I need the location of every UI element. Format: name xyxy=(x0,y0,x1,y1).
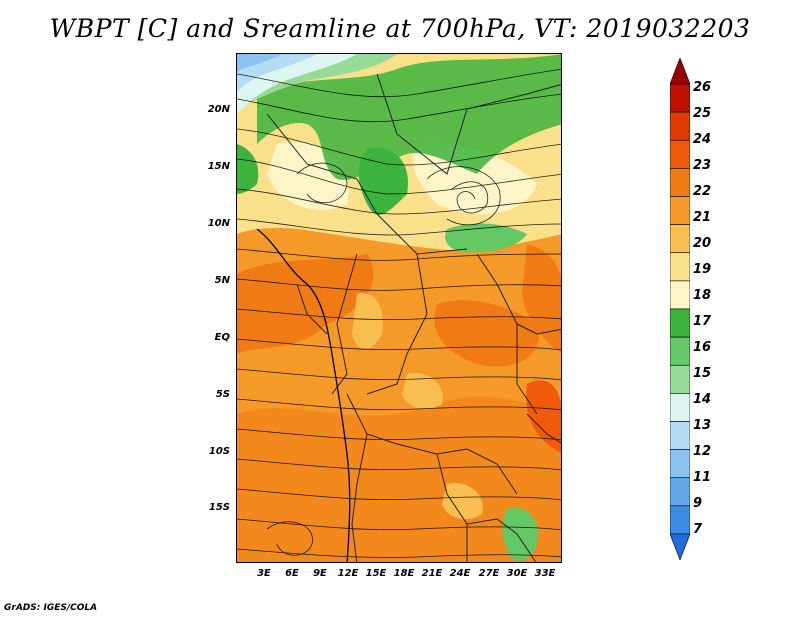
field-light-3 xyxy=(442,483,483,520)
field-light-2 xyxy=(402,373,443,410)
field-hot-east2 xyxy=(522,244,561,353)
coastline xyxy=(256,228,351,562)
colorbar-label: 12 xyxy=(693,444,712,459)
field-green-lake xyxy=(445,223,527,253)
colorbar-label: 14 xyxy=(693,392,712,407)
map-panel xyxy=(236,53,562,563)
colorbar-label: 13 xyxy=(693,418,712,433)
lon-label: 30E xyxy=(506,568,528,579)
colorbar-cell xyxy=(670,308,690,338)
lat-label: 5S xyxy=(215,389,230,400)
colorbar-label: 7 xyxy=(693,522,703,537)
field-light-1 xyxy=(352,293,383,349)
colorbar-label: 25 xyxy=(693,106,712,121)
colorbar-cell xyxy=(670,505,690,535)
lat-label: 15N xyxy=(207,161,230,172)
colorbar-cell xyxy=(670,83,690,113)
lon-label: 33E xyxy=(534,568,556,579)
colorbar-cell xyxy=(670,364,690,394)
lat-label: 10N xyxy=(207,218,230,229)
lon-label: 9E xyxy=(313,568,327,579)
colorbar-cell xyxy=(670,196,690,225)
colorbar xyxy=(670,58,690,560)
field-south-orange xyxy=(237,396,561,562)
lat-label: 15S xyxy=(208,502,230,513)
field-hot-se xyxy=(526,380,561,453)
lon-label: 24E xyxy=(449,568,471,579)
colorbar-cell xyxy=(670,477,690,507)
colorbar-label: 19 xyxy=(693,262,712,277)
colorbar-cell xyxy=(670,111,690,141)
colorbar-label: 18 xyxy=(693,288,712,303)
colorbar-label: 15 xyxy=(693,366,712,381)
lat-label: 5N xyxy=(214,275,230,286)
colorbar-cell xyxy=(670,393,690,422)
colorbar-cell xyxy=(670,421,690,450)
lon-label: 3E xyxy=(257,568,271,579)
map-canvas xyxy=(237,54,561,562)
lat-label: 10S xyxy=(208,446,230,457)
field-hot-west xyxy=(237,254,374,354)
lon-label: 15E xyxy=(365,568,387,579)
colorbar-cell xyxy=(670,280,690,310)
colorbar-cell xyxy=(670,139,690,169)
colorbar-label: 24 xyxy=(693,132,712,147)
colorbar-label: 11 xyxy=(693,470,712,485)
colorbar-label: 9 xyxy=(693,496,703,511)
lon-label: 18E xyxy=(393,568,415,579)
streamlines xyxy=(237,68,561,558)
field-blue2 xyxy=(237,54,282,72)
field-green-se xyxy=(502,508,538,561)
colorbar-label: 16 xyxy=(693,340,712,355)
field-pale-2 xyxy=(413,143,537,215)
colorbar-label: 22 xyxy=(693,184,712,199)
lon-label: 27E xyxy=(478,568,500,579)
colorbar-label: 17 xyxy=(693,314,712,329)
colorbar-label: 23 xyxy=(693,158,712,173)
lat-label: 20N xyxy=(207,104,230,115)
colorbar-label: 20 xyxy=(693,236,712,251)
lat-label: EQ xyxy=(214,332,230,343)
colorbar-label: 21 xyxy=(693,210,712,225)
colorbar-cell xyxy=(670,168,690,197)
lon-label: 12E xyxy=(337,568,359,579)
colorbar-cell xyxy=(670,58,690,85)
colorbar-cell xyxy=(670,533,690,560)
country-borders xyxy=(266,73,561,562)
lon-label: 21E xyxy=(421,568,443,579)
chart-title: WBPT [C] and Sreamline at 700hPa, VT: 20… xyxy=(49,14,751,43)
colorbar-cell xyxy=(670,449,690,479)
field-green-north xyxy=(257,54,561,180)
colorbar-cell xyxy=(670,224,690,254)
colorbar-cell xyxy=(670,336,690,366)
credit-text: GrADS: IGES/COLA xyxy=(4,603,98,613)
colorbar-cell xyxy=(670,252,690,282)
colorbar-label: 26 xyxy=(693,80,712,95)
lon-label: 6E xyxy=(285,568,299,579)
field-green-west xyxy=(237,144,259,194)
